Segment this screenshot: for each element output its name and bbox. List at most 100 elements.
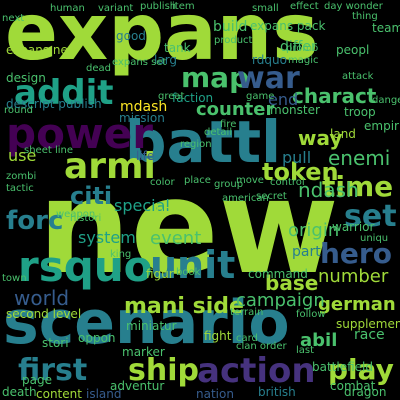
word-fire: fire bbox=[220, 119, 237, 130]
word-good: good bbox=[116, 29, 146, 43]
word-mission: mission bbox=[119, 111, 165, 125]
word-map: map bbox=[181, 61, 250, 94]
word-island: island bbox=[86, 387, 122, 400]
word-zombi: zombi bbox=[6, 171, 37, 182]
word-time: time bbox=[322, 170, 394, 203]
word-secret: secret bbox=[256, 191, 287, 202]
word-product: product bbox=[214, 35, 253, 46]
word-box: box bbox=[156, 203, 178, 217]
word-clan-order: clan order bbox=[236, 341, 287, 352]
word-nation: nation bbox=[196, 387, 234, 400]
word-thing: thing bbox=[352, 11, 378, 22]
word-expans-new: expans new bbox=[6, 43, 78, 57]
word-tank: tank bbox=[164, 41, 191, 55]
word-miniatur: miniatur bbox=[126, 319, 177, 333]
word-world: world bbox=[14, 286, 70, 310]
word-second-level: second level bbox=[6, 307, 82, 321]
word-promo: promo bbox=[286, 43, 319, 54]
word-build: build bbox=[213, 19, 248, 35]
word-scenario: scenario bbox=[3, 288, 290, 358]
word-ship: ship bbox=[128, 353, 199, 388]
word-magic: magic bbox=[288, 55, 319, 66]
word-expans-pack: expans pack bbox=[250, 19, 326, 33]
word-dead: dead bbox=[86, 63, 111, 74]
word-first: first bbox=[18, 353, 88, 388]
word-great: great bbox=[158, 91, 185, 102]
word-peopl: peopl bbox=[336, 43, 370, 57]
word-ndash: ndash bbox=[298, 178, 359, 202]
word-sheet-line: sheet line bbox=[24, 145, 73, 156]
word-death: death bbox=[2, 385, 37, 399]
word-item: item bbox=[172, 1, 195, 12]
word-round: round bbox=[4, 105, 34, 116]
word-oppon: oppon bbox=[78, 331, 116, 345]
word-land: land bbox=[330, 127, 356, 141]
word-human: human bbox=[50, 3, 85, 14]
word-place: place bbox=[184, 175, 211, 186]
word-publish: publish bbox=[140, 1, 177, 12]
word-faction: faction bbox=[172, 91, 214, 105]
word-hero: hero bbox=[320, 237, 392, 270]
word-german: german bbox=[318, 294, 396, 315]
word-warrior: warrior bbox=[332, 220, 375, 234]
word-battlefield: battlefield bbox=[312, 360, 373, 374]
word-card: card bbox=[236, 333, 258, 344]
word-team: team bbox=[372, 21, 400, 35]
word-move: move bbox=[236, 175, 264, 186]
word-variant: variant bbox=[98, 3, 134, 14]
word-monster: monster bbox=[270, 103, 320, 117]
word-day-wonder: day wonder bbox=[324, 1, 383, 12]
word-group: group bbox=[214, 179, 244, 190]
word-town: town bbox=[2, 273, 27, 284]
word-uniqu: uniqu bbox=[360, 233, 389, 244]
word-action: action bbox=[197, 351, 316, 391]
word-abil: abil bbox=[300, 330, 338, 351]
word-end: end bbox=[268, 90, 299, 109]
word-book: book bbox=[176, 267, 201, 278]
word-pull: pull bbox=[282, 148, 312, 167]
word-british: british bbox=[258, 385, 296, 399]
word-race: race bbox=[354, 327, 385, 343]
word-detail: detail bbox=[204, 127, 233, 138]
word-last: last bbox=[296, 345, 315, 356]
word-follow: follow bbox=[296, 309, 326, 320]
word-stori: stori bbox=[42, 336, 69, 350]
word-danger: danger bbox=[372, 95, 400, 106]
word-descript-publish: descript publish bbox=[6, 97, 102, 111]
word-unit: unit bbox=[150, 243, 236, 287]
word-set: set bbox=[344, 199, 397, 234]
word-system: system bbox=[78, 228, 136, 247]
word-way: way bbox=[298, 126, 343, 150]
word-design: design bbox=[6, 71, 46, 85]
word-supplement: supplement bbox=[336, 317, 400, 331]
word-mani-side: mani side bbox=[124, 294, 244, 319]
word-fight: fight bbox=[204, 329, 232, 343]
word-rsquo: rsquo bbox=[18, 242, 153, 291]
word-command: command bbox=[248, 267, 308, 281]
word-game: game bbox=[246, 91, 275, 102]
word-page: page bbox=[22, 373, 52, 387]
word-terrain: terrain bbox=[230, 307, 264, 318]
word-control: control bbox=[270, 177, 305, 188]
word-enemi: enemi bbox=[328, 146, 391, 170]
word-mdash: mdash bbox=[120, 99, 168, 115]
word-attack: attack bbox=[342, 71, 374, 82]
word-combat: combat bbox=[330, 379, 376, 393]
word-dragon: dragon bbox=[344, 385, 387, 399]
word-region: region bbox=[180, 139, 212, 150]
word-number: number bbox=[318, 266, 389, 287]
word-citi: citi bbox=[70, 182, 113, 210]
word-larg: larg bbox=[154, 53, 178, 67]
word-charact: charact bbox=[292, 84, 377, 108]
word-special: special bbox=[114, 196, 170, 215]
word-content: content bbox=[36, 387, 82, 400]
word-next: next bbox=[2, 13, 25, 24]
word-figur: figur bbox=[146, 267, 174, 281]
word-expans-set: expans set bbox=[112, 57, 167, 68]
word-power: power bbox=[6, 109, 153, 158]
word-troop: troop bbox=[344, 105, 376, 119]
word-weapon: weapon bbox=[56, 209, 96, 220]
word-counter: counter bbox=[196, 99, 275, 120]
word-rdquo: rdquo bbox=[252, 53, 287, 67]
word-origin: origin bbox=[288, 220, 340, 241]
